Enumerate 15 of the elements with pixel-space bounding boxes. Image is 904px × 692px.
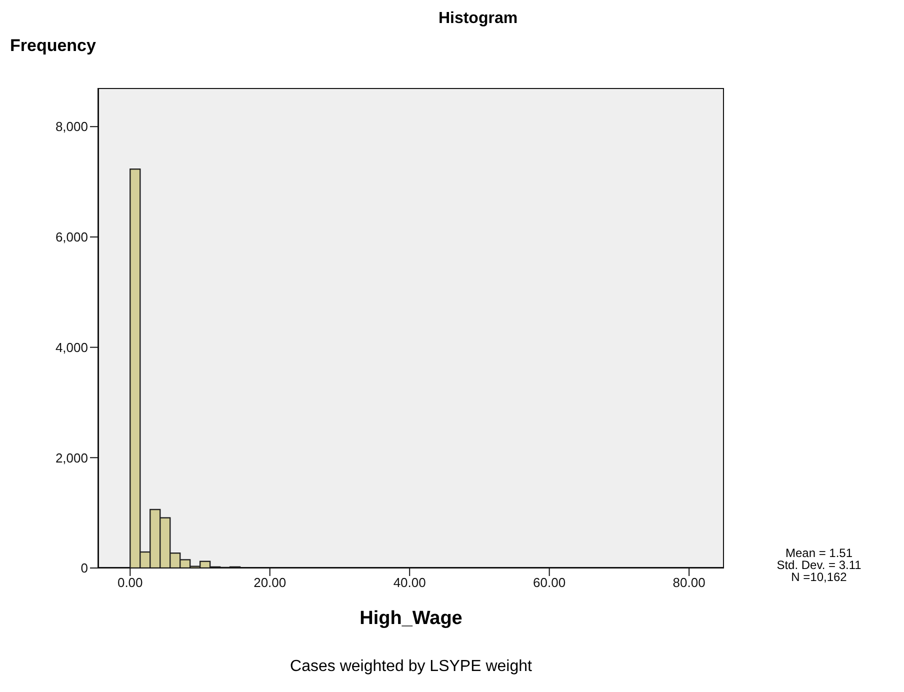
chart-title: Histogram [437,10,519,28]
x-tick-label: 80.00 [672,575,706,590]
text: Mean = 1.51 Std. Dev. = 3.11 N =10,162 [776,546,862,584]
x-tick-label: 20.00 [254,575,286,590]
text: Cases weighted by LSYPE weight [289,658,533,676]
y-axis-title: Frequency [10,36,96,56]
y-tick-label: 4,000 [55,340,88,355]
x-tick-label: 0.00 [117,575,143,590]
x-axis-title: High_Wage [358,608,464,630]
x-tick-label: 40.00 [393,575,426,590]
y-tick-label: 0 [80,560,88,576]
y-tick-label: 2,000 [55,450,88,466]
x-tick-label: 60.00 [533,575,566,590]
y-tick-label: 8,000 [55,119,88,134]
y-tick-label: 6,000 [55,230,88,245]
